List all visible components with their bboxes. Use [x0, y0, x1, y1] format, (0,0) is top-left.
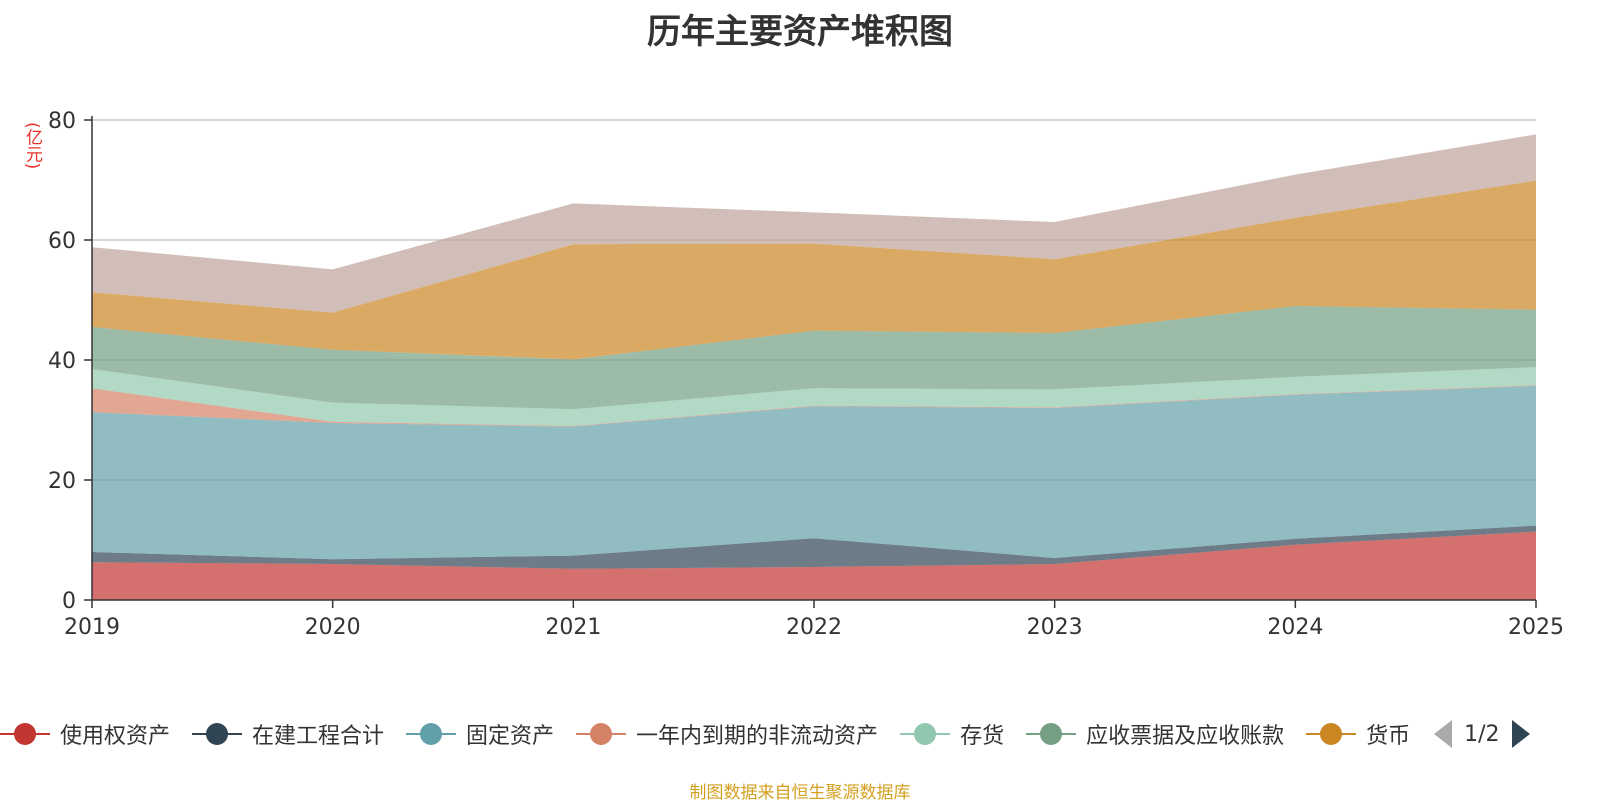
legend-marker-icon [192, 723, 243, 745]
legend-label: 存货 [960, 724, 1005, 749]
chart-title: 历年主要资产堆积图 [647, 12, 953, 52]
x-tick-label: 2019 [64, 615, 120, 640]
x-tick-label: 2021 [545, 615, 601, 640]
legend-label: 固定资产 [466, 724, 555, 749]
legend-label: 货币 [1366, 724, 1411, 749]
legend: 使用权资产 在建工程合计 固定资产 一年内到期的非流动资产 存货 应收票据及应收账款 货币 … [0, 716, 1600, 752]
legend-marker-icon [576, 723, 627, 745]
legend-marker-dot [914, 723, 937, 745]
legend-next-icon[interactable] [1511, 720, 1530, 748]
legend-label: 一年内到期的非流动资产 [636, 724, 879, 749]
area-series-5 [92, 306, 1536, 410]
y-axis-unit-label: (亿元) [22, 122, 42, 170]
legend-item[interactable]: 应收票据及应收账款 [1026, 718, 1284, 750]
x-tick-label: 2024 [1267, 615, 1323, 640]
legend-marker-icon [406, 723, 457, 745]
x-tick-label: 2020 [305, 615, 361, 640]
stacked-areas [92, 134, 1536, 600]
legend-item[interactable]: 固定资产 [406, 718, 554, 750]
legend-marker-dot [14, 723, 36, 745]
x-tick-label: 2023 [1027, 615, 1083, 640]
legend-marker-dot [420, 723, 443, 745]
legend-item[interactable]: 在建工程合计 [192, 718, 384, 750]
legend-item[interactable]: 一年内到期的非流动资产 [576, 718, 878, 750]
y-tick-label: 80 [48, 109, 76, 134]
legend-prev-icon[interactable] [1434, 720, 1453, 748]
legend-marker-dot [1320, 723, 1343, 745]
legend-marker-dot [590, 723, 613, 745]
legend-label: 应收票据及应收账款 [1086, 724, 1285, 749]
y-tick-label: 60 [48, 229, 76, 254]
legend-item[interactable]: 货币 [1306, 718, 1410, 750]
area-series-2 [92, 385, 1536, 560]
legend-marker-dot [206, 723, 229, 745]
area-series-3 [92, 385, 1536, 427]
legend-label: 在建工程合计 [252, 724, 385, 749]
area-series-6 [92, 180, 1536, 360]
legend-marker-dot [1040, 723, 1063, 745]
source-footnote: 制图数据来自恒生聚源数据库 [689, 783, 911, 803]
area-series-0 [92, 531, 1536, 600]
y-tick-label: 0 [62, 589, 76, 614]
x-tick-label: 2025 [1508, 615, 1564, 640]
legend-marker-icon [0, 723, 50, 745]
x-tick-label: 2022 [786, 615, 842, 640]
area-series-7 [92, 134, 1536, 313]
legend-marker-icon [1026, 723, 1077, 745]
legend-pager: 1/2 [1434, 720, 1530, 748]
area-series-4 [92, 367, 1536, 426]
area-series-1 [92, 525, 1536, 569]
y-tick-label: 20 [48, 469, 76, 494]
axes: 0 20 40 60 80 2019 2020 2021 2022 2023 2024 2025 [48, 109, 1564, 640]
legend-page-indicator: 1/2 [1464, 721, 1500, 747]
chart-area: 0 20 40 60 80 2019 2020 2021 2022 2023 2024 2025 [48, 109, 1564, 640]
y-tick-label: 40 [48, 349, 76, 374]
legend-item[interactable]: 存货 [900, 718, 1004, 750]
legend-marker-icon [900, 723, 951, 745]
legend-marker-icon [1306, 723, 1357, 745]
legend-label: 使用权资产 [60, 724, 171, 749]
legend-item[interactable]: 使用权资产 [0, 718, 170, 750]
